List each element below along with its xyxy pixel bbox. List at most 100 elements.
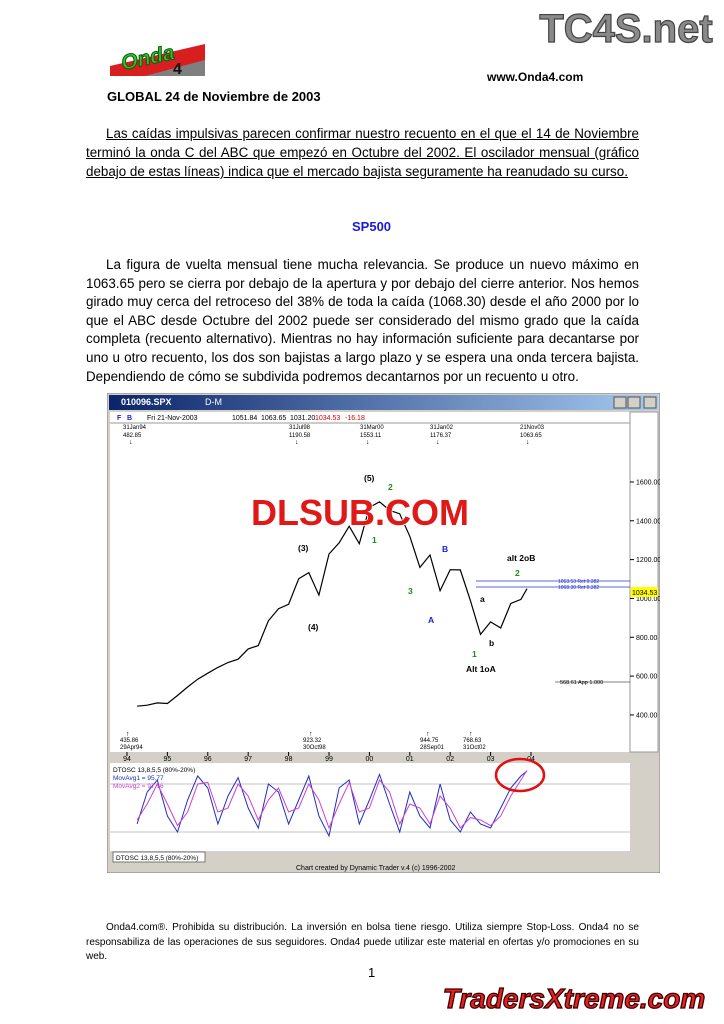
page-number: 1 xyxy=(368,965,376,980)
x-tick-label: 02 xyxy=(446,756,454,763)
osc-ma1: MovAvg1 = 95.77 xyxy=(113,775,164,782)
chart-credit: Chart created by Dynamic Trader v.4 (c) … xyxy=(296,865,455,872)
toolbar-field: -16.18 xyxy=(345,415,365,422)
wave-label: A xyxy=(428,615,434,625)
y-tick-label: 400.00 xyxy=(636,712,658,719)
y-tick-label: 1200.00 xyxy=(636,557,660,564)
x-tick-label: 97 xyxy=(244,756,252,763)
logo: Onda 4 xyxy=(110,41,205,78)
pivot-price: 1190.58 xyxy=(289,433,311,439)
toolbar-field: 1051.84 xyxy=(232,415,257,422)
series-line xyxy=(136,770,528,838)
level-label: 1063.53 Ret 0.382 xyxy=(558,579,599,585)
osc-title: DTOSC 13,8,5,5 (80%-20%) xyxy=(113,767,195,774)
pivot-price: 768.63 xyxy=(463,738,482,744)
series-line xyxy=(137,501,528,707)
pivot-date: 31Jan94 xyxy=(123,425,147,431)
pivot-arrow: ↓ xyxy=(436,439,440,446)
pivot-date: 30Oct98 xyxy=(303,745,326,751)
series-line xyxy=(136,770,528,830)
last-price-box xyxy=(631,587,658,597)
highlight-circle xyxy=(494,757,546,793)
pivot-arrow: ↓ xyxy=(366,439,370,446)
window-period: D-M xyxy=(205,397,222,407)
footer-note: Onda4.com®. Prohibida su distribución. L… xyxy=(86,922,639,962)
toolbar-field: 1063.65 xyxy=(261,415,286,422)
maximize-button[interactable] xyxy=(627,396,641,409)
wave-label: B xyxy=(442,544,448,554)
wave-label: b xyxy=(489,638,494,648)
pivot-arrow: ↑ xyxy=(426,731,430,738)
pivot-date: 31Jul98 xyxy=(289,425,311,431)
wave-label: 2 xyxy=(515,568,520,578)
x-tick-label: 01 xyxy=(406,756,414,763)
x-tick-label: 03 xyxy=(487,756,495,763)
wave-label: (3) xyxy=(298,543,309,553)
wave-label: (4) xyxy=(308,622,319,632)
watermark-top: TC4S.net xyxy=(539,7,712,51)
pivot-date: 31Mar00 xyxy=(360,425,384,431)
pivot-arrow: ↓ xyxy=(129,439,133,446)
x-tick-label: 00 xyxy=(365,756,373,763)
report-title: GLOBAL 24 de Noviembre de 2003 xyxy=(107,89,321,104)
pivot-price: 944.75 xyxy=(420,738,439,744)
pivot-price: 1063.65 xyxy=(520,433,542,439)
title-bar xyxy=(109,395,658,410)
toolbar-field: Fri 21-Nov-2003 xyxy=(147,415,198,422)
pivot-arrow: ↑ xyxy=(126,731,130,738)
pivot-date: 31Jan02 xyxy=(430,425,454,431)
toolbar-field: F xyxy=(117,415,122,422)
pivot-date: 28Sep01 xyxy=(420,745,445,751)
pivot-price: 1553.11 xyxy=(360,433,382,439)
level-label: 1068.30 Ret 0.382 xyxy=(558,585,599,591)
y-tick-label: 1600.00 xyxy=(636,479,660,486)
level-label: 568.61 App 1.000 xyxy=(560,680,603,686)
pivot-date: 31Oct02 xyxy=(463,745,486,751)
wave-label: (5) xyxy=(364,473,375,483)
site-url: www.Onda4.com xyxy=(487,70,584,84)
x-tick-label: 95 xyxy=(163,756,171,763)
osc-tab-label: DTOSC 13,8,5,5 (80%-20%) xyxy=(116,855,198,862)
section-title: SP500 xyxy=(352,219,392,234)
pivot-price: 435.86 xyxy=(120,738,139,744)
y-tick-label: 600.00 xyxy=(636,674,658,681)
pivot-arrow: ↑ xyxy=(469,731,473,738)
watermark-bottom: TradersXtreme.com xyxy=(443,983,706,1014)
osc-ma2: MovAvg2 = 97.16 xyxy=(113,783,164,790)
pivot-date: 21Nov03 xyxy=(520,425,545,431)
y-tick-label: 1400.00 xyxy=(636,518,660,525)
pivot-date: 29Apr94 xyxy=(120,745,143,751)
pivot-price: 923.32 xyxy=(303,738,322,744)
pivot-arrow: ↓ xyxy=(295,439,299,446)
minimize-button[interactable] xyxy=(613,396,627,409)
x-tick-label: 98 xyxy=(285,756,293,763)
y-tick-label: 800.00 xyxy=(636,635,658,642)
intro-paragraph: Las caídas impulsivas parecen confirmar … xyxy=(86,126,639,179)
wave-label: Alt 1oA xyxy=(466,664,496,674)
osc-tab[interactable] xyxy=(112,851,206,863)
wave-label: 2 xyxy=(388,482,393,492)
pivot-price: 482.85 xyxy=(123,433,142,439)
x-tick-label: 94 xyxy=(123,756,131,763)
price-panel xyxy=(110,412,630,752)
toolbar-field: 1034.53 xyxy=(315,415,340,422)
logo-number: 4 xyxy=(173,61,182,78)
close-button[interactable] xyxy=(643,396,657,409)
window-title: 010096.SPX xyxy=(121,397,172,407)
price-axis-strip xyxy=(629,411,659,753)
toolbar-field: B xyxy=(127,415,132,422)
wave-label: alt 2oB xyxy=(507,553,535,563)
wave-label: a xyxy=(480,594,485,604)
wave-label: 1 xyxy=(372,535,377,545)
watermark-center: DLSUB.COM xyxy=(251,492,469,533)
bottom-banner: TradersXtreme.com xyxy=(442,982,706,1014)
pivot-arrow: ↓ xyxy=(526,439,530,446)
pivot-price: 1176.37 xyxy=(430,433,452,439)
top-banner: TC4S.net xyxy=(539,6,714,51)
toolbar-field: 1031.20 xyxy=(290,415,315,422)
last-price: 1034.53 xyxy=(632,590,657,597)
chart-screenshot: 010096.SPX D-M DTOSC 13,8,5,5 (80%-20%) … xyxy=(107,393,660,873)
wave-label: 3 xyxy=(408,586,413,596)
logo-shade xyxy=(145,60,205,76)
